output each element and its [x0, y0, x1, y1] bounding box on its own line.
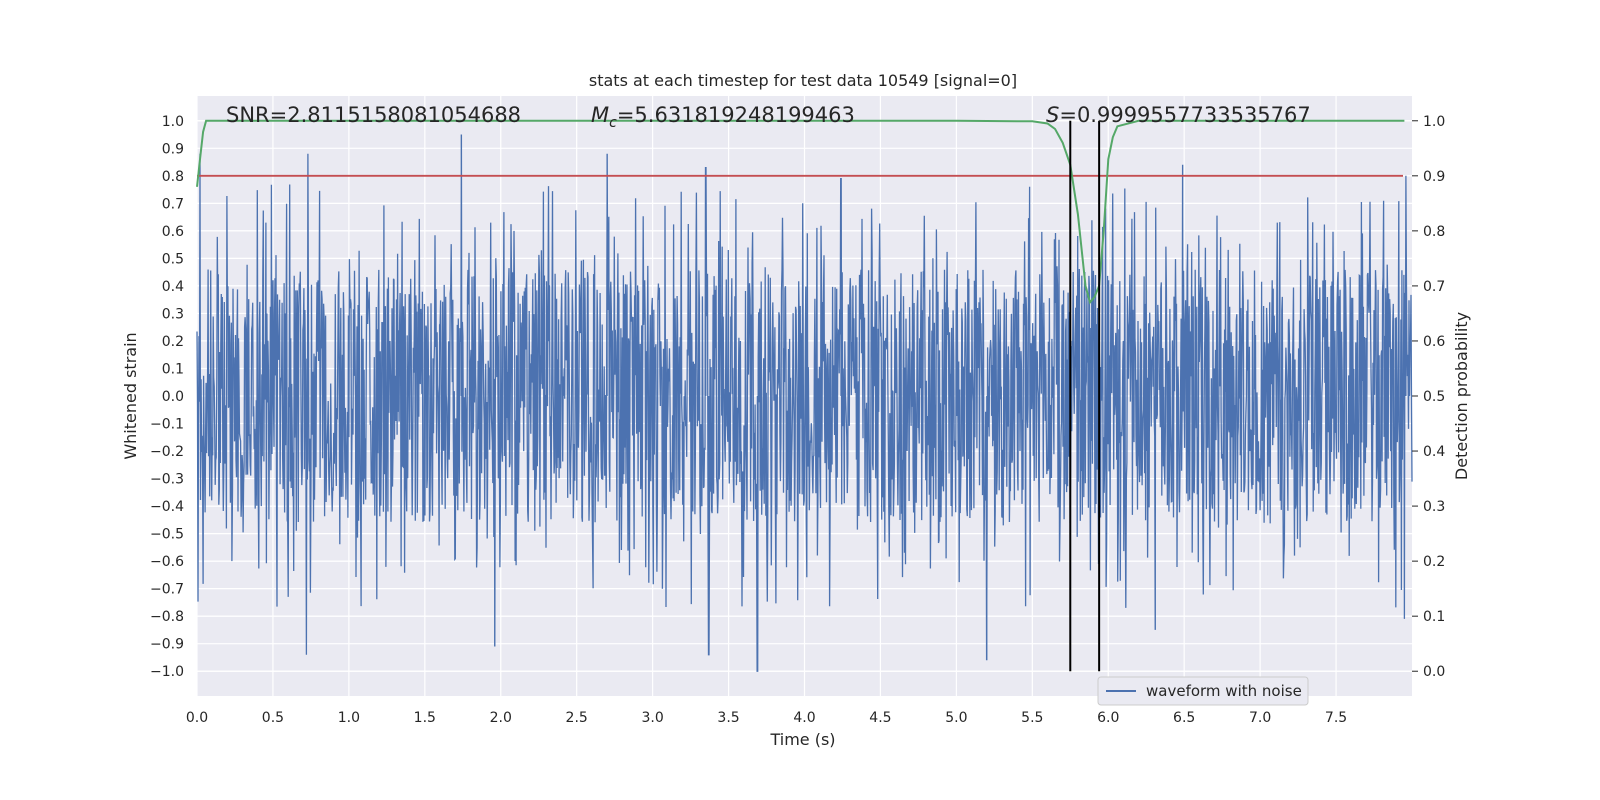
- chirp-mass-symbol: M: [591, 103, 609, 127]
- y2-tick-label: 0.4: [1423, 444, 1445, 460]
- y-tick-label: 0.5: [162, 251, 184, 267]
- y-tick-label: 0.7: [162, 196, 184, 212]
- y-tick-label: 0.4: [162, 279, 184, 295]
- y2-tick-label: 0.7: [1423, 279, 1445, 295]
- x-tick-label: 2.5: [566, 710, 588, 726]
- tick-labels: 0.0 0.5 1.0 1.5 2.0 2.5 3.0 3.5 4.0 4.5 5.0 5.5 6.0 6…: [150, 114, 1445, 726]
- s-value: =0.9999557733535767: [1059, 103, 1310, 127]
- y-tick-label: −0.4: [150, 499, 184, 515]
- legend-box: [1097, 676, 1309, 706]
- y2-tick-label: 0.6: [1423, 334, 1445, 350]
- y-tick-label: 0.8: [162, 169, 184, 185]
- y-tick-label: 0.6: [162, 224, 184, 240]
- y2-tick-label: 0.8: [1423, 224, 1445, 240]
- y2-tick-label: 0.1: [1423, 609, 1445, 625]
- y-tick-label: −0.6: [150, 554, 184, 570]
- chirp-mass-annotation: Mc=5.631819248199463: [591, 103, 855, 131]
- x-tick-label: 1.0: [338, 710, 360, 726]
- y-tick-label: 0.1: [162, 361, 184, 377]
- overlay-series: [196, 119, 1405, 672]
- y-tick-label: −1.0: [150, 664, 184, 680]
- y2-tick-label: 1.0: [1423, 114, 1445, 130]
- y-tick-label: 0.9: [162, 141, 184, 157]
- y-tick-label: 0.2: [162, 334, 184, 350]
- detection-probability-line: [196, 119, 1405, 305]
- x-tick-label: 3.0: [641, 710, 663, 726]
- x-tick-label: 5.5: [1021, 710, 1043, 726]
- y2-tick-label: 0.0: [1423, 664, 1445, 680]
- y2-tick-label: 0.5: [1423, 389, 1445, 405]
- y-tick-label: 0.3: [162, 306, 184, 322]
- legend: waveform with noise: [1097, 676, 1309, 706]
- x-tick-label: 0.5: [262, 710, 284, 726]
- chart-title: stats at each timestep for test data 105…: [589, 71, 1017, 90]
- x-tick-label: 6.0: [1097, 710, 1119, 726]
- snr-annotation: SNR=2.8115158081054688: [226, 103, 521, 127]
- y-tick-label: 1.0: [162, 114, 184, 130]
- y-tick-label: 0.0: [162, 389, 184, 405]
- y-tick-label: −0.3: [150, 472, 184, 488]
- y2-tick-label: 0.3: [1423, 499, 1445, 515]
- x-tick-label: 7.5: [1325, 710, 1347, 726]
- y-tick-label: −0.2: [150, 444, 184, 460]
- waveform-series: [196, 134, 1413, 672]
- y2-tick-label: 0.9: [1423, 169, 1445, 185]
- y-tick-label: −0.8: [150, 609, 184, 625]
- x-tick-label: 2.0: [490, 710, 512, 726]
- legend-label-waveform: waveform with noise: [1146, 682, 1302, 700]
- y2-tick-label: 0.2: [1423, 554, 1445, 570]
- y-axis-label: Whitened strain: [121, 332, 140, 459]
- x-tick-label: 4.0: [793, 710, 815, 726]
- x-tick-label: 6.5: [1173, 710, 1195, 726]
- chirp-mass-subscript: c: [609, 115, 617, 131]
- waveform-line: [196, 134, 1413, 672]
- x-axis-label: Time (s): [769, 730, 835, 749]
- x-tick-label: 5.0: [945, 710, 967, 726]
- x-tick-label: 0.0: [186, 710, 208, 726]
- x-tick-label: 7.0: [1249, 710, 1271, 726]
- y-tick-label: −0.7: [150, 582, 184, 598]
- s-annotation: S=0.9999557733535767: [1046, 103, 1311, 127]
- y-tick-label: −0.5: [150, 527, 184, 543]
- x-tick-label: 4.5: [869, 710, 891, 726]
- y-tick-label: −0.1: [150, 417, 184, 433]
- x-tick-label: 3.5: [717, 710, 739, 726]
- s-symbol: S: [1046, 103, 1059, 127]
- y2-axis-label: Detection probability: [1452, 312, 1471, 480]
- chirp-mass-value: =5.631819248199463: [617, 103, 855, 127]
- x-tick-label: 1.5: [414, 710, 436, 726]
- y-tick-label: −0.9: [150, 637, 184, 653]
